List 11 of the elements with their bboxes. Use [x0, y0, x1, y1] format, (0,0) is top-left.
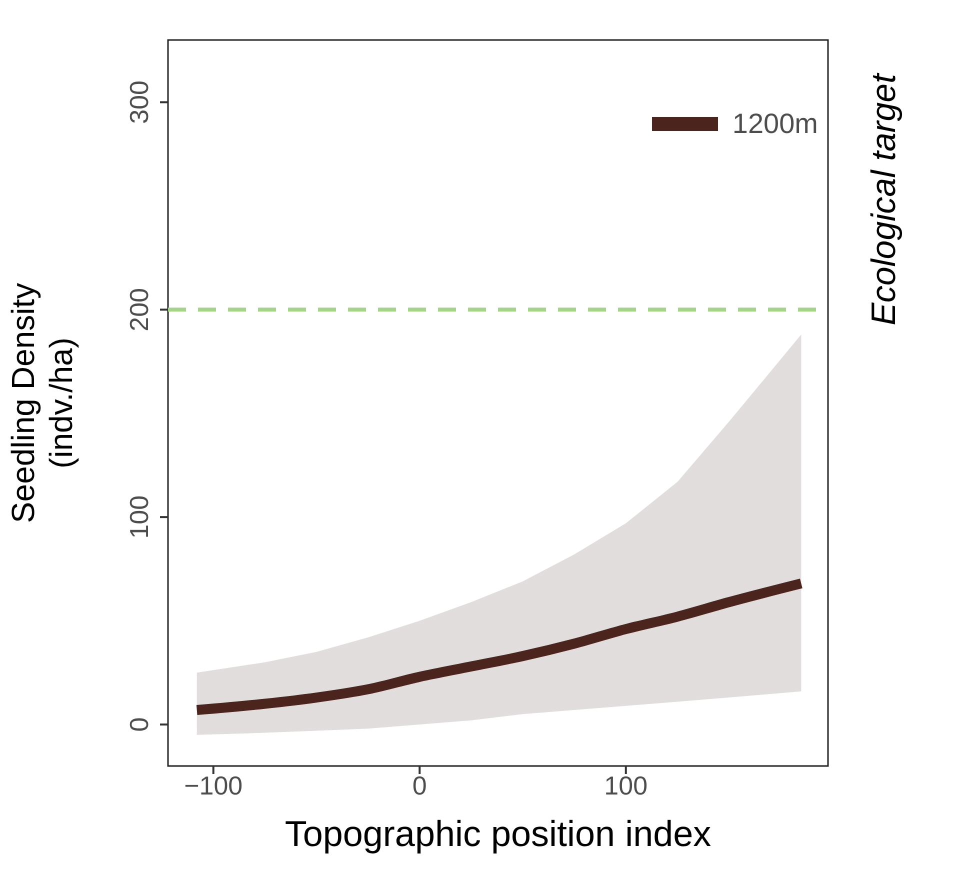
y-axis-title: Seedling Density (indv./ha) [5, 282, 79, 524]
x-axis-title: Topographic position index [284, 813, 712, 854]
y-tick-label: 200 [124, 288, 154, 332]
y-tick-label: 0 [124, 717, 154, 732]
ref-line-label: Ecological target [864, 72, 903, 326]
x-tick-label: −100 [184, 770, 243, 800]
x-tick-label: 0 [412, 770, 427, 800]
x-tick-label: 100 [604, 770, 648, 800]
y-tick-label: 100 [124, 495, 154, 539]
y-tick-label: 300 [124, 80, 154, 124]
legend-label: 1200m [732, 108, 818, 140]
